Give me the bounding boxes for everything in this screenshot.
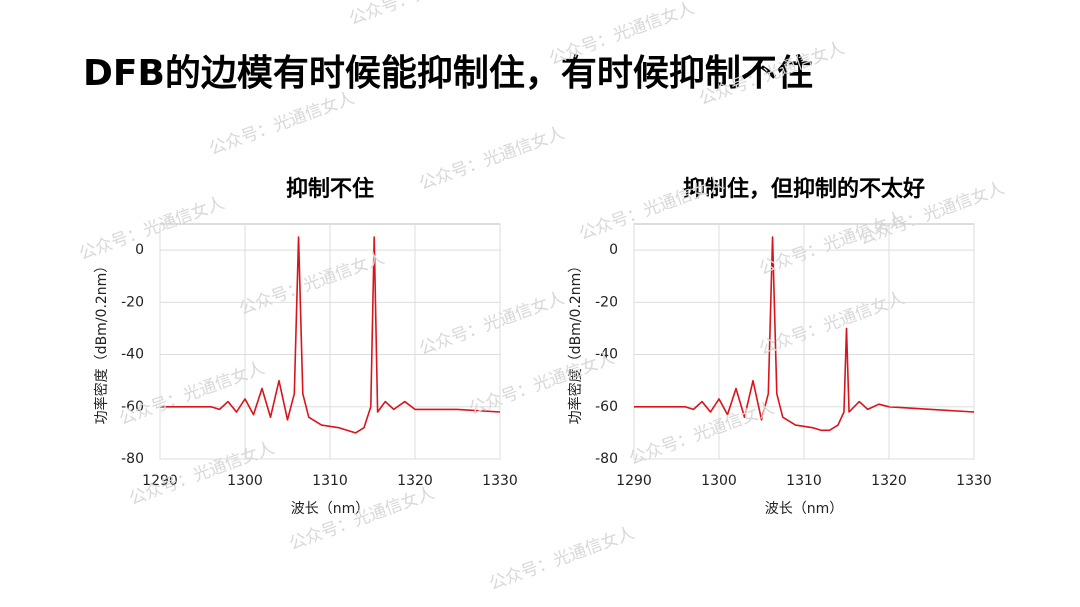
x-tick-label: 1330 (482, 473, 518, 489)
y-axis-label: 功率密度（dBm/0.2nm） (93, 259, 110, 425)
y-tick-label: -60 (595, 399, 618, 415)
x-tick-label: 1310 (312, 473, 348, 489)
x-tick-label: 1290 (616, 473, 652, 489)
x-tick-label: 1310 (786, 473, 822, 489)
y-tick-label: -40 (595, 347, 618, 363)
y-tick-label: 0 (609, 242, 618, 258)
y-axis-label: 功率密度（dBm/0.2nm） (567, 259, 584, 425)
watermark: 公众号：光通信女人 (347, 0, 498, 29)
x-tick-label: 1320 (397, 473, 433, 489)
watermark: 公众号：光通信女人 (207, 88, 358, 159)
y-tick-label: -20 (595, 294, 618, 310)
watermark: 公众号：光通信女人 (487, 523, 638, 594)
x-tick-label: 1330 (956, 473, 992, 489)
y-tick-label: -20 (121, 294, 144, 310)
y-tick-label: 0 (135, 242, 144, 258)
y-tick-label: -60 (121, 399, 144, 415)
watermark: 公众号：光通信女人 (287, 483, 438, 554)
x-tick-label: 1320 (871, 473, 907, 489)
y-tick-label: -40 (121, 347, 144, 363)
y-tick-label: -80 (121, 451, 144, 467)
chart-title: 抑制住，但抑制的不太好 (683, 176, 925, 202)
y-tick-label: -80 (595, 451, 618, 467)
spectrum-line (160, 236, 501, 434)
chart-title: 抑制不住 (286, 176, 374, 202)
slide-title: DFB的边模有时候能抑制住，有时候抑制不住 (83, 53, 813, 94)
x-axis-label: 波长（nm） (291, 501, 370, 517)
spectrum-line (634, 236, 975, 432)
x-axis-label: 波长（nm） (765, 501, 844, 517)
watermark: 公众号：光通信女人 (417, 123, 568, 194)
x-tick-label: 1300 (701, 473, 737, 489)
x-tick-label: 1290 (142, 473, 178, 489)
x-tick-label: 1300 (227, 473, 263, 489)
